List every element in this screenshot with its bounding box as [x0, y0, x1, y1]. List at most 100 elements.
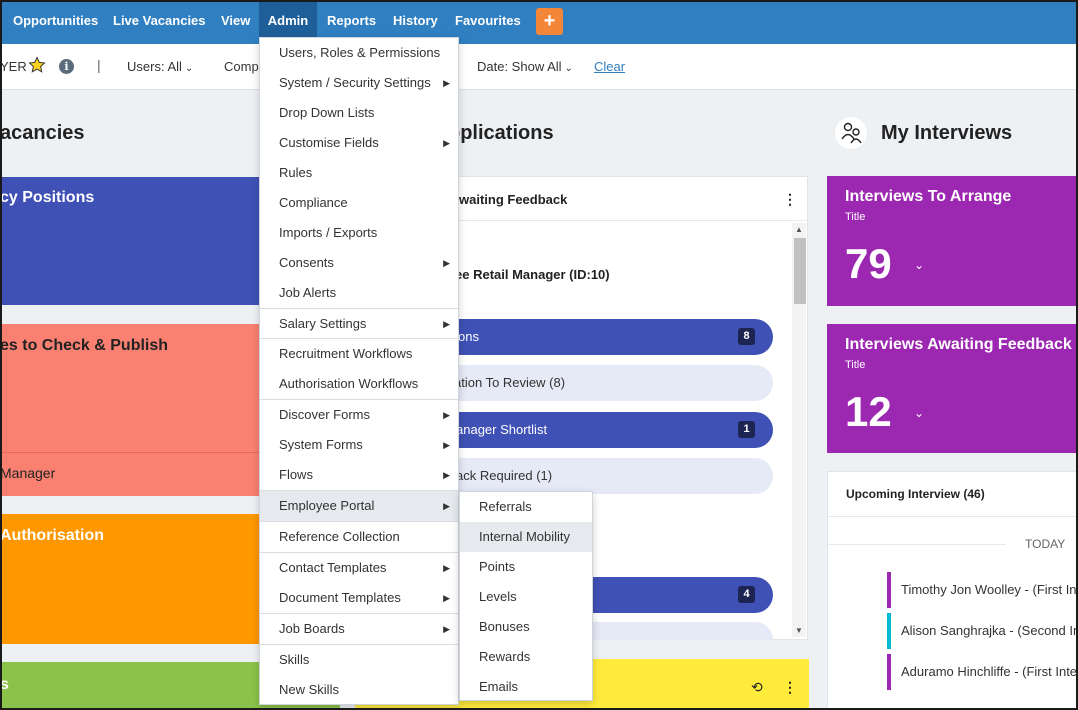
menu-item-flows[interactable]: Flows ▶ — [260, 460, 458, 490]
menu-separator — [260, 338, 458, 339]
submenu-item-referrals[interactable]: Referrals — [479, 499, 532, 514]
vacancy-positions-card[interactable]: cy Positions — [0, 177, 262, 305]
more-vert-icon[interactable]: ⋮ — [783, 679, 797, 695]
menu-item-authorisation-workflows[interactable]: Authorisation Workflows — [260, 369, 458, 399]
submenu-arrow-icon: ▶ — [443, 138, 450, 148]
nav-favourites[interactable]: Favourites — [455, 13, 521, 28]
menu-item-label: Consents — [279, 255, 334, 270]
menu-item-document-templates[interactable]: Document Templates ▶ — [260, 583, 458, 613]
menu-item-compliance[interactable]: Compliance — [260, 188, 458, 218]
submenu-item-bonuses[interactable]: Bonuses — [479, 619, 530, 634]
interviews-to-arrange-card[interactable]: Interviews To Arrange Title 79 ⌄ — [827, 176, 1078, 306]
card-sub-item[interactable]: Manager — [0, 465, 56, 481]
nav-view[interactable]: View — [221, 13, 251, 28]
submenu-item-points[interactable]: Points — [479, 559, 516, 574]
authorisation-card[interactable]: Authorisation — [0, 514, 262, 644]
menu-item-users-roles-permissions[interactable]: Users, Roles & Permissions — [260, 38, 458, 68]
more-vert-icon[interactable]: ⋮ — [783, 191, 797, 207]
info-icon[interactable]: i — [59, 59, 74, 74]
menu-item-employee-portal[interactable]: Employee Portal ▶ — [260, 491, 458, 521]
menu-item-job-alerts[interactable]: Job Alerts — [260, 278, 458, 308]
menu-item-new-skills[interactable]: New Skills — [260, 675, 458, 705]
card-count: 79 — [845, 240, 892, 287]
submenu-item-internal-mobility[interactable]: Internal Mobility — [460, 522, 592, 552]
menu-item-discover-forms[interactable]: Discover Forms ▶ — [260, 400, 458, 430]
applications-heading: pplications — [448, 122, 554, 144]
menu-separator — [260, 552, 458, 553]
submenu-item-rewards[interactable]: Rewards — [479, 649, 531, 664]
users-filter[interactable]: Users: All ⌄ — [127, 59, 194, 74]
menu-item-label: Contact Templates — [279, 560, 387, 575]
clear-filters-link[interactable]: Clear — [594, 59, 626, 74]
menu-item-label: Compliance — [279, 195, 348, 210]
menu-item-system-security-settings[interactable]: System / Security Settings ▶ — [260, 68, 458, 98]
chevron-down-icon[interactable]: ⌄ — [914, 406, 925, 420]
pill-to-review[interactable]: ation To Review (8) — [446, 365, 773, 401]
menu-item-label: Users, Roles & Permissions — [279, 45, 441, 60]
menu-item-label: Skills — [279, 652, 310, 667]
chevron-down-icon[interactable]: ⌄ — [914, 258, 925, 272]
menu-item-label: Document Templates — [279, 590, 401, 605]
menu-item-drop-down-lists[interactable]: Drop Down Lists — [260, 98, 458, 128]
menu-item-rules[interactable]: Rules — [260, 158, 458, 188]
menu-item-recruitment-workflows[interactable]: Recruitment Workflows — [260, 339, 458, 369]
vacancies-heading: acancies — [0, 122, 85, 144]
nav-reports[interactable]: Reports — [327, 13, 377, 28]
today-rule — [828, 544, 1006, 545]
submenu-arrow-icon: ▶ — [443, 563, 450, 573]
nav-history[interactable]: History — [393, 13, 438, 28]
scroll-down-icon[interactable]: ▼ — [795, 626, 803, 635]
submenu-item-emails[interactable]: Emails — [479, 679, 519, 694]
submenu-item-levels[interactable]: Levels — [479, 589, 517, 604]
nav-admin[interactable]: Admin — [259, 0, 317, 44]
nav-live-vacancies[interactable]: Live Vacancies — [113, 13, 206, 28]
menu-item-skills[interactable]: Skills — [260, 645, 458, 675]
menu-item-label: Imports / Exports — [279, 225, 378, 240]
menu-item-customise-fields[interactable]: Customise Fields ▶ — [260, 128, 458, 158]
job-title[interactable]: ee Retail Manager (ID:10) — [455, 267, 610, 282]
card-title: s — [0, 676, 9, 693]
pill-manager-shortlist[interactable]: anager Shortlist 1 — [446, 412, 773, 448]
menu-item-label: Authorisation Workflows — [279, 376, 419, 391]
menu-item-contact-templates[interactable]: Contact Templates ▶ — [260, 553, 458, 583]
scrollbar-thumb[interactable] — [794, 238, 806, 304]
menu-item-label: New Skills — [279, 682, 339, 697]
upcoming-interview-item[interactable]: Timothy Jon Woolley - (First In — [887, 572, 1078, 608]
favourite-star-icon[interactable] — [28, 56, 46, 74]
upcoming-interview-item[interactable]: Alison Sanghrajka - (Second In — [887, 613, 1078, 649]
interviews-awaiting-feedback-card[interactable]: Interviews Awaiting Feedback Title 12 ⌄ — [827, 324, 1078, 453]
menu-item-salary-settings[interactable]: Salary Settings ▶ — [260, 309, 458, 339]
menu-item-system-forms[interactable]: System Forms ▶ — [260, 430, 458, 460]
card-title: Authorisation — [0, 527, 104, 544]
scrollbar-track[interactable] — [792, 223, 806, 637]
card-title: Interviews To Arrange — [845, 188, 1012, 205]
date-filter[interactable]: Date: Show All ⌄ — [477, 59, 573, 74]
submenu-arrow-icon: ▶ — [443, 624, 450, 634]
menu-item-job-boards[interactable]: Job Boards ▶ — [260, 614, 458, 644]
scroll-up-icon[interactable]: ▲ — [795, 225, 803, 234]
menu-item-reference-collection[interactable]: Reference Collection — [260, 522, 458, 552]
menu-item-consents[interactable]: Consents ▶ — [260, 248, 458, 278]
filter-prefix: YER — [0, 59, 27, 74]
panel-title: waiting Feedback — [459, 192, 568, 207]
card-count: 12 — [845, 388, 892, 435]
card-title: cy Positions — [0, 189, 95, 206]
add-plus-button[interactable]: + — [536, 8, 563, 35]
company-filter[interactable]: Comp — [224, 59, 259, 74]
submenu-arrow-icon: ▶ — [443, 319, 450, 329]
menu-separator — [260, 521, 458, 522]
pill-feedback-required[interactable]: ack Required (1) — [446, 458, 773, 494]
chevron-down-icon: ⌄ — [564, 63, 573, 74]
menu-separator — [260, 399, 458, 400]
upcoming-interview-item[interactable]: Aduramo Hinchliffe - (First Inte — [887, 654, 1078, 690]
check-publish-card[interactable]: es to Check & Publish Manager — [0, 324, 262, 496]
refresh-icon[interactable]: ⟲ — [751, 679, 763, 695]
menu-item-imports-exports[interactable]: Imports / Exports — [260, 218, 458, 248]
submenu-arrow-icon: ▶ — [443, 470, 450, 480]
pill-applications[interactable]: ons 8 — [446, 319, 773, 355]
nav-opportunities[interactable]: Opportunities — [13, 13, 99, 28]
employee-portal-submenu: Referrals Internal Mobility Points Levels Bo… — [459, 491, 593, 701]
chevron-down-icon: ⌄ — [184, 63, 194, 74]
menu-item-label: System / Security Settings — [279, 75, 431, 90]
filter-bar: YER i | Users: All ⌄ Comp Date: Show All ⌄… — [0, 44, 1078, 90]
